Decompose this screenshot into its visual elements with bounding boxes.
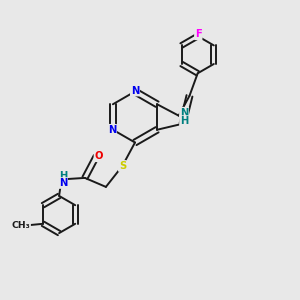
Text: N: N xyxy=(108,125,116,135)
Text: S: S xyxy=(119,161,126,171)
Text: N: N xyxy=(131,85,139,96)
Text: H: H xyxy=(180,116,188,126)
Text: H: H xyxy=(59,171,67,182)
Text: N: N xyxy=(59,178,67,188)
Text: CH₃: CH₃ xyxy=(11,221,30,230)
Text: N: N xyxy=(180,108,188,118)
Text: F: F xyxy=(195,29,202,39)
Text: O: O xyxy=(94,151,103,161)
